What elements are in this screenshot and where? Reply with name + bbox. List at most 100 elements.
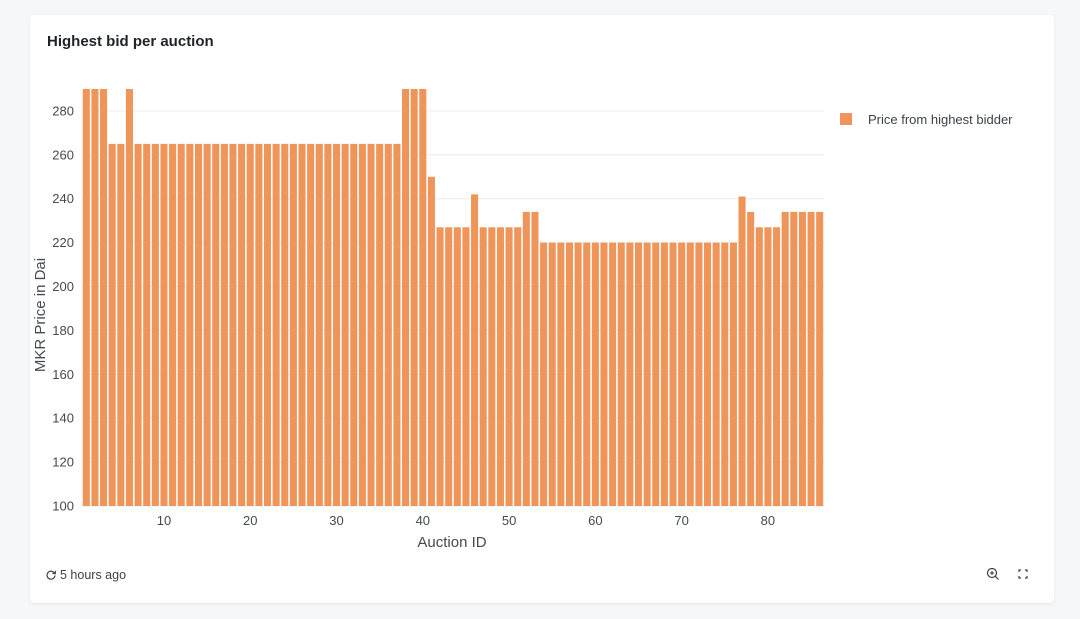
bar-auction-38[interactable] — [402, 89, 410, 506]
bar-auction-39[interactable] — [410, 89, 418, 506]
bar-auction-31[interactable] — [341, 143, 349, 507]
bar-auction-65[interactable] — [634, 242, 643, 506]
bar-auction-51[interactable] — [514, 227, 522, 506]
bar-auction-66[interactable] — [643, 242, 651, 506]
bar-auction-35[interactable] — [376, 143, 384, 507]
bar-auction-69[interactable] — [669, 242, 677, 506]
bar-auction-7[interactable] — [134, 143, 142, 507]
bar-auction-15[interactable] — [203, 143, 211, 507]
bar-auction-18[interactable] — [229, 143, 237, 507]
bar-auction-53[interactable] — [531, 211, 539, 506]
bar-auction-74[interactable] — [712, 242, 720, 506]
bar-auction-76[interactable] — [729, 242, 737, 506]
bar-auction-4[interactable] — [108, 143, 116, 507]
bar-auction-10[interactable] — [160, 143, 168, 507]
bar-auction-86[interactable] — [816, 211, 824, 506]
bar-auction-30[interactable] — [332, 143, 341, 507]
bar-auction-85[interactable] — [807, 211, 815, 506]
bar-auction-17[interactable] — [220, 143, 228, 507]
bar-auction-1[interactable] — [82, 89, 90, 506]
bar-auction-55[interactable] — [548, 242, 556, 506]
bar-auction-57[interactable] — [565, 242, 574, 506]
bar-auction-19[interactable] — [238, 143, 246, 507]
bar-auction-23[interactable] — [272, 143, 280, 507]
bar-auction-27[interactable] — [307, 143, 315, 507]
bar-auction-70[interactable] — [678, 242, 686, 506]
bar-auction-43[interactable] — [445, 227, 453, 506]
bar-auction-58[interactable] — [574, 242, 582, 506]
x-tick-label: 80 — [761, 513, 775, 528]
bar-auction-36[interactable] — [384, 143, 392, 507]
bar-auction-77[interactable] — [738, 196, 746, 506]
bar-auction-47[interactable] — [479, 227, 487, 506]
bar-auction-29[interactable] — [324, 143, 332, 507]
bar-auction-60[interactable] — [591, 242, 599, 506]
bar-auction-16[interactable] — [212, 143, 220, 507]
bar-auction-45[interactable] — [462, 227, 470, 506]
bar-auction-13[interactable] — [186, 143, 194, 507]
bar-auction-44[interactable] — [453, 227, 461, 506]
bar-auction-56[interactable] — [557, 242, 565, 506]
bar-auction-24[interactable] — [281, 143, 289, 507]
bar-auction-79[interactable] — [755, 227, 763, 506]
bar-auction-42[interactable] — [436, 227, 444, 506]
bar-auction-5[interactable] — [117, 143, 125, 507]
bar-auction-81[interactable] — [773, 227, 781, 506]
bar-auction-84[interactable] — [798, 211, 806, 506]
bar-auction-12[interactable] — [177, 143, 185, 507]
bar-auction-64[interactable] — [626, 242, 634, 506]
bar-auction-8[interactable] — [143, 143, 151, 507]
bar-auction-61[interactable] — [600, 242, 608, 506]
zoom-in-icon[interactable] — [986, 567, 1000, 581]
bar-series — [82, 89, 824, 507]
bar-auction-32[interactable] — [350, 143, 358, 507]
y-tick-label: 220 — [52, 235, 74, 250]
bar-auction-63[interactable] — [617, 242, 625, 506]
legend[interactable]: Price from highest bidder — [840, 112, 1013, 127]
bar-auction-52[interactable] — [522, 211, 530, 506]
bar-auction-9[interactable] — [151, 143, 159, 507]
bar-auction-46[interactable] — [471, 194, 479, 507]
y-tick-label: 240 — [52, 191, 74, 206]
bar-auction-11[interactable] — [169, 143, 177, 507]
bar-auction-59[interactable] — [583, 242, 591, 506]
bar-auction-26[interactable] — [298, 143, 306, 507]
bar-auction-3[interactable] — [100, 89, 108, 506]
bar-auction-50[interactable] — [505, 227, 513, 506]
bar-auction-14[interactable] — [194, 143, 203, 507]
x-tick-label: 10 — [157, 513, 171, 528]
x-tick-label: 50 — [502, 513, 516, 528]
bar-auction-40[interactable] — [419, 89, 427, 506]
bar-auction-2[interactable] — [91, 89, 99, 506]
chart-card: Highest bid per auction 100 120 140 160 180 2… — [30, 15, 1054, 603]
bar-auction-33[interactable] — [358, 143, 366, 507]
bar-auction-54[interactable] — [540, 242, 548, 506]
bar-auction-25[interactable] — [289, 143, 297, 507]
bar-auction-83[interactable] — [790, 211, 798, 506]
bar-auction-49[interactable] — [496, 227, 504, 506]
bar-auction-6[interactable] — [125, 89, 133, 506]
legend-label: Price from highest bidder — [868, 112, 1013, 127]
bar-auction-67[interactable] — [652, 242, 660, 506]
bar-auction-21[interactable] — [255, 143, 263, 507]
bar-auction-78[interactable] — [747, 211, 755, 506]
card-title: Highest bid per auction — [47, 33, 214, 50]
bar-auction-20[interactable] — [246, 143, 254, 507]
bar-auction-71[interactable] — [686, 242, 694, 506]
bar-auction-28[interactable] — [315, 143, 323, 507]
fullscreen-icon[interactable] — [1016, 567, 1030, 581]
bar-auction-73[interactable] — [703, 242, 712, 506]
bar-auction-34[interactable] — [367, 143, 375, 507]
bar-auction-62[interactable] — [609, 242, 617, 506]
bar-auction-68[interactable] — [660, 242, 668, 506]
bar-auction-37[interactable] — [393, 143, 401, 507]
bar-auction-48[interactable] — [488, 227, 496, 506]
bar-auction-82[interactable] — [781, 211, 789, 506]
bar-auction-75[interactable] — [721, 242, 729, 506]
bar-auction-80[interactable] — [764, 227, 772, 506]
refresh-icon[interactable] — [45, 569, 57, 581]
bar-auction-72[interactable] — [695, 242, 703, 506]
bar-auction-22[interactable] — [263, 143, 272, 507]
last-updated-text: 5 hours ago — [60, 568, 127, 582]
bar-auction-41[interactable] — [427, 176, 435, 506]
